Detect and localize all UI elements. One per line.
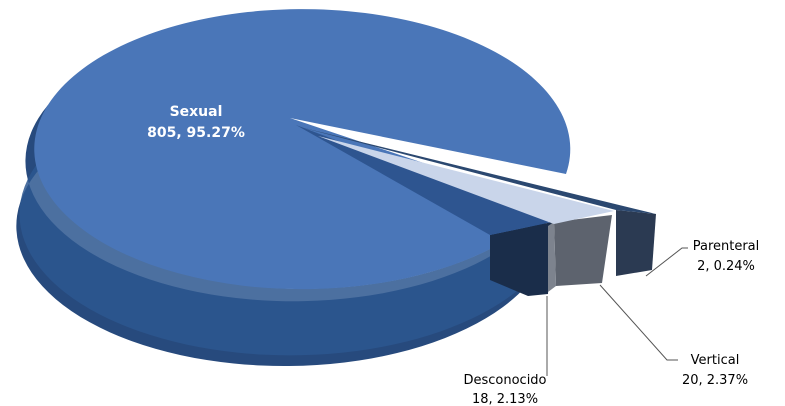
pie-slice-parenteral-top	[300, 127, 656, 214]
leader-lines	[546, 247, 688, 376]
label-parenteral-value: 2, 0.24%	[697, 259, 755, 274]
pie-slice-vertical-top	[318, 136, 614, 224]
label-vertical-category: Vertical	[691, 353, 740, 368]
pie-slice-vertical-front	[548, 222, 556, 292]
pie-slice-desconocido-top	[296, 125, 552, 235]
pie-slice-desconocido	[296, 125, 552, 296]
label-desconocido-value: 18, 2.13%	[472, 392, 538, 406]
pie-slice-sexual	[16, 9, 571, 367]
pie-slice-sexual-top	[34, 9, 571, 290]
label-parenteral-category: Parenteral	[693, 239, 760, 254]
label-vertical-value: 20, 2.37%	[682, 373, 748, 388]
pie-slice-parenteral	[300, 127, 656, 276]
label-sexual-value: 805, 95.27%	[147, 125, 245, 141]
pie-slice-vertical	[318, 136, 614, 292]
label-sexual-category: Sexual	[170, 104, 223, 120]
leader-line-vertical	[599, 284, 678, 361]
pie-slice-vertical-side	[554, 215, 612, 286]
pie-slice-sexual-side-shade	[19, 105, 549, 356]
label-desconocido-category: Desconocido	[463, 373, 546, 388]
pie-slice-desconocido-side	[490, 222, 552, 296]
pie-slice-parenteral-side	[616, 210, 656, 276]
leader-line-parenteral	[645, 247, 688, 277]
